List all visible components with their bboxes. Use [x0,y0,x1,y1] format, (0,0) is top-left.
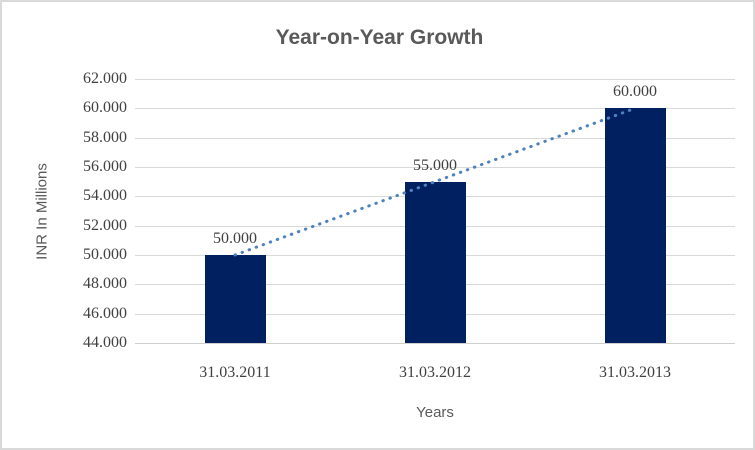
bar [404,181,466,343]
chart-title: Year-on-Year Growth [275,26,484,49]
gridline [135,79,735,80]
bar [204,255,266,343]
bar-value-label: 55.000 [413,156,457,174]
y-tick-label: 54.000 [83,187,127,205]
y-tick-label: 50.000 [83,246,127,263]
x-tick-label: 31.03.2013 [599,364,671,381]
y-tick-label: 56.000 [83,158,127,175]
x-axis-line [135,343,735,344]
bar-value-label: 50.000 [213,230,257,247]
x-tick-label: 31.03.2012 [399,364,471,381]
plot-area: 50.000 55.000 60.000 [135,79,735,344]
y-tick-label: 58.000 [83,128,127,146]
y-tick-label: 62.000 [83,70,127,87]
y-tick-label: 48.000 [83,275,127,293]
y-tick-label: 52.000 [83,216,127,234]
bar-value-label: 60.000 [613,83,657,101]
y-tick-label: 44.000 [83,334,127,351]
y-tick-label: 60.000 [83,99,127,117]
y-tick-label: 46.000 [83,304,127,322]
bar [604,108,666,343]
x-axis-title: Years [416,404,454,421]
x-tick-label: 31.03.2011 [199,364,271,381]
